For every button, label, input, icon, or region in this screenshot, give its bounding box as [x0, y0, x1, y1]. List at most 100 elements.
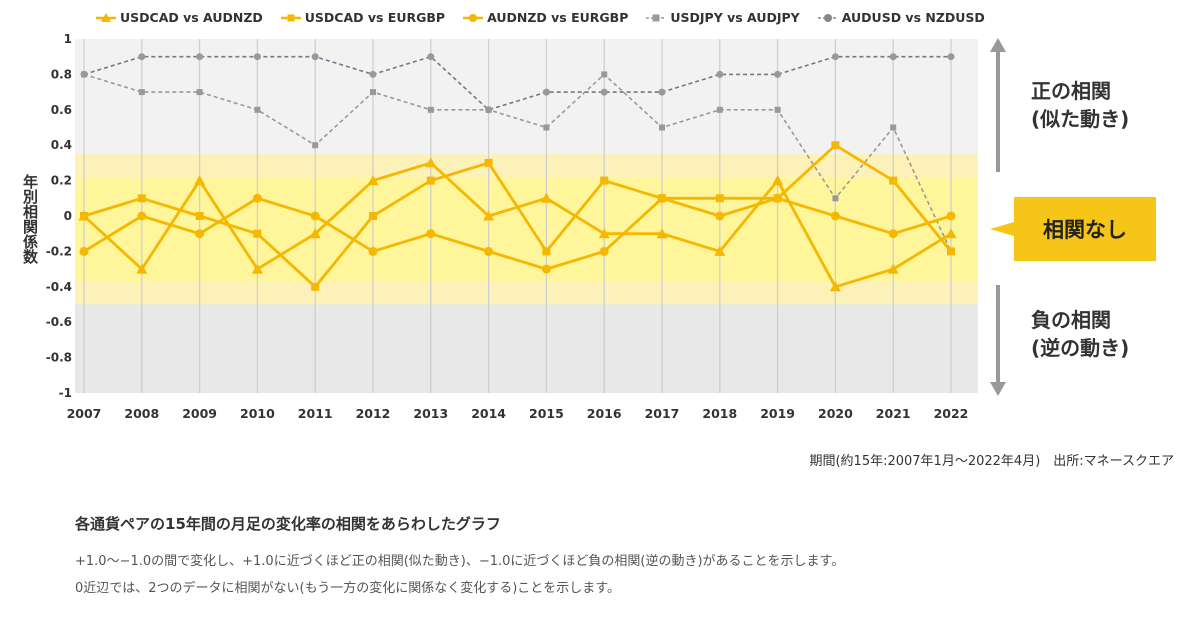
chart-legend: USDCAD vs AUDNZD USDCAD vs EURGBP AUDNZD v…: [96, 10, 985, 25]
data-point: [195, 229, 205, 239]
data-point: [598, 228, 610, 239]
data-point: [832, 195, 839, 202]
data-point: [772, 175, 784, 186]
data-point: [310, 211, 320, 221]
x-tick-label: 2007: [67, 406, 102, 421]
data-point: [716, 106, 723, 113]
data-point: [601, 71, 608, 78]
source-note: 期間(約15年:2007年1月〜2022年4月) 出所:マネースクエア: [809, 454, 1174, 469]
data-point: [774, 70, 782, 78]
series-line: [83, 196, 952, 271]
positive-correlation-label-line-2: (似た動き): [1031, 107, 1130, 131]
description-line-1: +1.0〜−1.0の間で変化し、+1.0に近づくほど正の相関(似た動き)、−1.…: [75, 554, 845, 569]
y-tick-label: -0.2: [46, 244, 72, 258]
data-point: [427, 106, 434, 113]
x-tick-label: 2016: [587, 406, 622, 421]
negative-zone-band: [75, 304, 978, 393]
series-5: [80, 53, 955, 114]
data-point: [889, 176, 898, 185]
data-point: [542, 247, 551, 256]
data-point: [80, 70, 88, 78]
data-point: [658, 88, 666, 96]
series-2: [80, 141, 955, 291]
legend-label: USDJPY vs AUDJPY: [670, 10, 800, 25]
y-tick-label: 0.6: [51, 103, 72, 117]
data-point: [656, 228, 668, 239]
data-point: [600, 176, 609, 185]
zone-bands: [75, 39, 978, 393]
y-tick-label: 0.8: [51, 67, 72, 81]
data-point: [254, 106, 261, 113]
data-point: [946, 211, 956, 221]
data-point: [823, 13, 832, 22]
data-point: [716, 70, 724, 78]
data-point: [947, 53, 955, 61]
outer-yellow-band: [75, 154, 978, 178]
data-point: [252, 193, 262, 203]
data-point: [80, 212, 88, 220]
legend-label: USDCAD vs AUDNZD: [120, 10, 263, 25]
data-point: [194, 175, 206, 186]
legend-item: USDJPY vs AUDJPY: [646, 10, 800, 25]
vertical-arrow: [990, 38, 1006, 396]
y-tick-label: -0.4: [46, 280, 72, 294]
data-point: [311, 282, 320, 291]
data-point: [137, 194, 146, 203]
x-tick-label: 2018: [702, 406, 737, 421]
series-line: [83, 55, 951, 111]
negative-correlation-label: 負の相関 (逆の動き): [1031, 306, 1129, 362]
x-tick-label: 2011: [298, 406, 333, 421]
data-point: [947, 247, 955, 256]
y-tick-label: 0: [64, 209, 72, 223]
data-point: [715, 211, 725, 221]
legend-item: USDCAD vs EURGBP: [280, 10, 445, 25]
y-tick-label: 1: [64, 32, 72, 46]
legend-item: AUDUSD vs NZDUSD: [817, 10, 985, 25]
data-point: [253, 229, 262, 238]
data-point: [657, 193, 667, 203]
x-tick-label: 2014: [471, 406, 506, 421]
data-point: [831, 141, 840, 150]
data-point: [715, 194, 724, 203]
description-title: 各通貨ペアの15年間の月足の変化率の相関をあらわしたグラフ: [75, 515, 501, 533]
y-axis-label: 年別相関係数: [21, 174, 39, 264]
legend-swatch: [280, 14, 301, 21]
positive-correlation-label: 正の相関 (似た動き): [1031, 77, 1129, 133]
axis-ticks: 1 0.8 0.6 0.4 0.2 0 -0.2 -0.4 -0.6 -0.8 -1 2007 2008…: [46, 32, 969, 421]
data-point: [887, 263, 899, 274]
data-point: [101, 12, 111, 22]
data-point: [425, 157, 437, 168]
data-point: [484, 246, 494, 256]
x-tick-label: 2012: [356, 406, 391, 421]
data-point: [714, 245, 726, 256]
data-point: [831, 53, 839, 61]
positive-correlation-label-line-1: 正の相関: [1031, 79, 1111, 103]
data-point: [600, 88, 608, 96]
data-point: [542, 88, 550, 96]
data-point: [367, 175, 379, 186]
x-tick-label: 2008: [124, 406, 159, 421]
data-point: [79, 246, 89, 256]
legend-swatch: [463, 13, 484, 22]
data-point: [774, 106, 781, 113]
data-point: [889, 53, 897, 61]
data-point: [312, 142, 319, 149]
data-point: [469, 13, 478, 22]
no-correlation-pointer: [990, 222, 1014, 236]
data-point: [196, 53, 204, 61]
data-point: [890, 124, 897, 131]
data-point: [829, 281, 841, 292]
negative-correlation-label-line-2: (逆の動き): [1031, 336, 1130, 360]
data-point: [773, 193, 783, 203]
legend-label: AUDNZD vs EURGBP: [487, 10, 629, 25]
data-point: [370, 89, 376, 96]
data-point: [888, 229, 898, 239]
negative-correlation-label-line-1: 負の相関: [1031, 308, 1111, 332]
data-point: [309, 228, 321, 239]
data-point: [540, 192, 552, 203]
positive-zone-band: [75, 39, 978, 155]
data-point: [369, 212, 377, 220]
data-point: [137, 211, 147, 221]
data-point: [599, 246, 609, 256]
